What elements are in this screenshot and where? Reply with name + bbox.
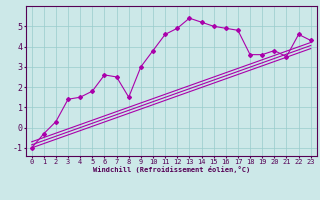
X-axis label: Windchill (Refroidissement éolien,°C): Windchill (Refroidissement éolien,°C) <box>92 166 250 173</box>
